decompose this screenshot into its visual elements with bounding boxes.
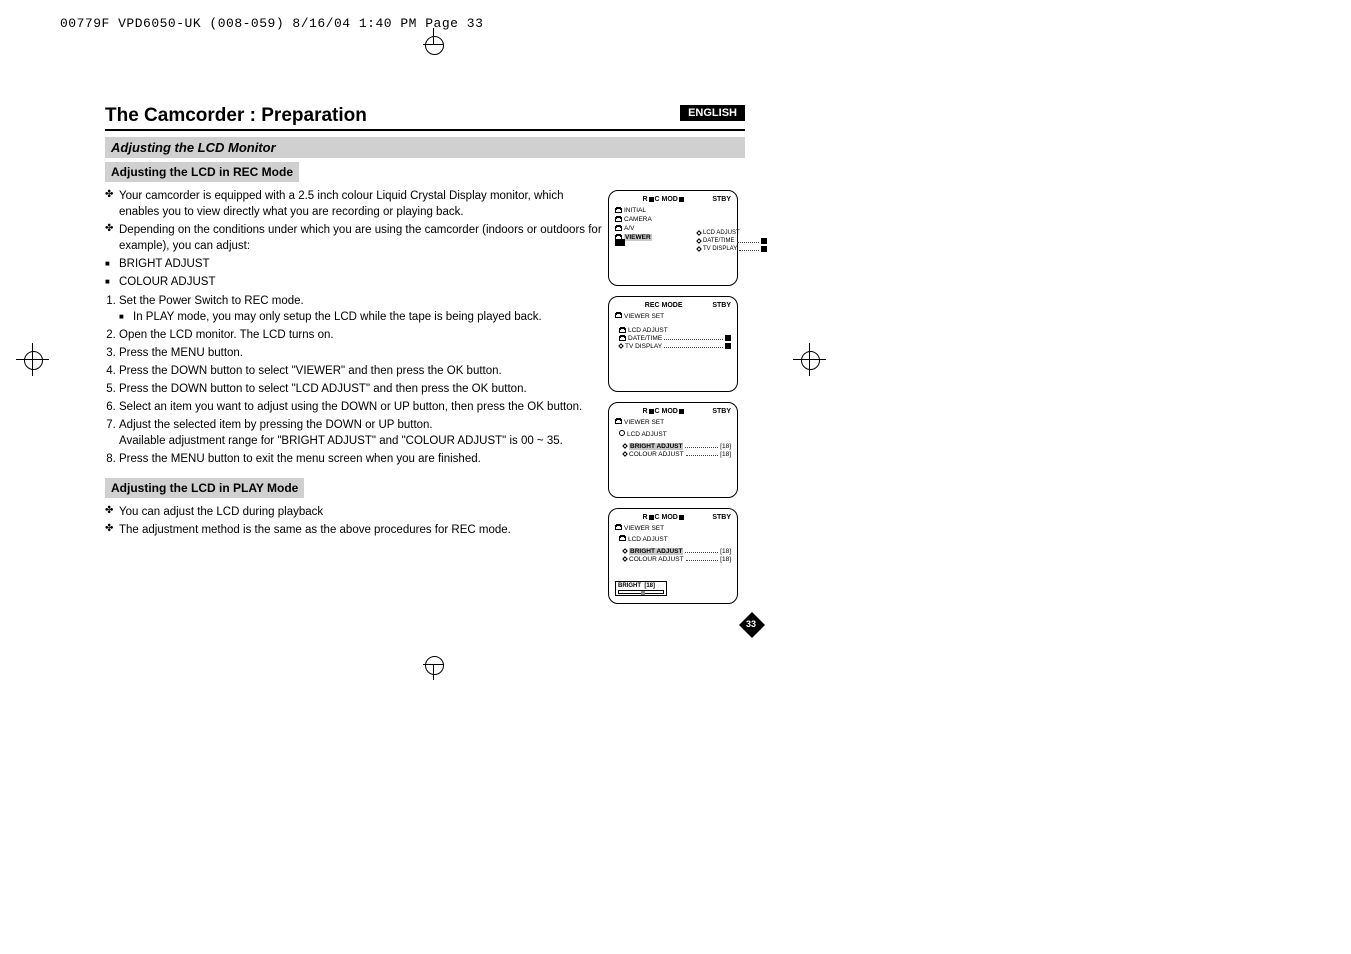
rec-step: Press the MENU button. — [119, 345, 605, 361]
rec-step: Adjust the selected item by pressing the… — [119, 417, 605, 449]
rec-step: Press the DOWN button to select "VIEWER"… — [119, 363, 605, 379]
stby-label: STBY — [712, 408, 731, 415]
page-title: The Camcorder : Preparation — [105, 105, 745, 131]
bright-slider: BRIGHT [18] — [615, 581, 667, 596]
rec-sub-bullet: BRIGHT ADJUST — [119, 256, 605, 272]
rec-bullet: Depending on the conditions under which … — [119, 222, 605, 254]
rec-mode-label: REC MODE — [645, 302, 683, 309]
stby-label: STBY — [712, 514, 731, 521]
play-bullet: You can adjust the LCD during playback — [119, 504, 605, 520]
section-heading: Adjusting the LCD Monitor — [105, 137, 745, 158]
language-badge: ENGLISH — [680, 105, 745, 121]
rec-step-sub: Available adjustment range for "BRIGHT A… — [119, 435, 563, 447]
lcd-screen-3: RC MOD STBY VIEWER SET LCD ADJUST BRIGHT… — [608, 402, 738, 498]
lcd-screen-2: REC MODE STBY VIEWER SET LCD ADJUST DATE… — [608, 296, 738, 392]
crop-mark-bottom — [425, 650, 443, 680]
crop-mark-right — [795, 345, 825, 375]
rec-bullet: Your camcorder is equipped with a 2.5 in… — [119, 188, 605, 220]
page-number: 33 — [743, 616, 761, 634]
rec-mode-body: Your camcorder is equipped with a 2.5 in… — [105, 188, 605, 468]
rec-mode-label: RC MOD — [642, 196, 684, 203]
rec-step: Open the LCD monitor. The LCD turns on. — [119, 327, 605, 343]
rec-step: Set the Power Switch to REC mode. In PLA… — [119, 293, 605, 325]
rec-sub-bullet: COLOUR ADJUST — [119, 274, 605, 290]
rec-step: Press the MENU button to exit the menu s… — [119, 451, 605, 467]
rec-step: Press the DOWN button to select "LCD ADJ… — [119, 381, 605, 397]
lcd-screens-column: RC MOD STBY INITIAL CAMERA A/V VIEWER LC… — [608, 190, 743, 614]
rec-mode-label: RC MOD — [642, 408, 684, 415]
play-mode-heading: Adjusting the LCD in PLAY Mode — [105, 478, 304, 498]
rec-mode-label: RC MOD — [642, 514, 684, 521]
crop-mark-top — [425, 28, 443, 58]
lcd-screen-1: RC MOD STBY INITIAL CAMERA A/V VIEWER LC… — [608, 190, 738, 286]
rec-mode-heading: Adjusting the LCD in REC Mode — [105, 162, 299, 182]
document-header: 00779F VPD6050-UK (008-059) 8/16/04 1:40… — [60, 16, 760, 31]
rec-step: Select an item you want to adjust using … — [119, 399, 605, 415]
play-mode-body: You can adjust the LCD during playback T… — [105, 504, 605, 538]
stby-label: STBY — [712, 302, 731, 309]
lcd-screen-4: RC MOD STBY VIEWER SET LCD ADJUST BRIGHT… — [608, 508, 738, 604]
stby-label: STBY — [712, 196, 731, 203]
play-bullet: The adjustment method is the same as the… — [119, 522, 605, 538]
rec-step-sub: In PLAY mode, you may only setup the LCD… — [133, 309, 605, 325]
crop-mark-left — [18, 345, 48, 375]
